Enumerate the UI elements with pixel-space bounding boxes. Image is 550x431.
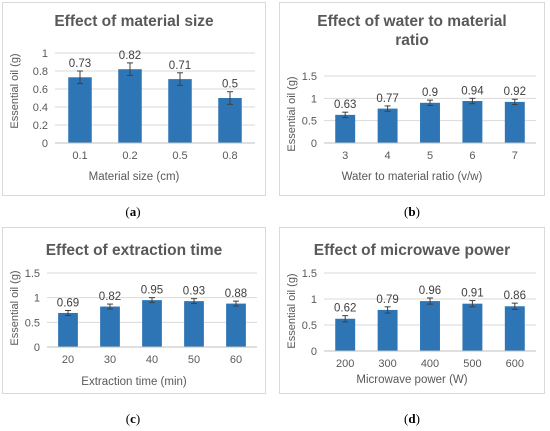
panel-label-c: (c) <box>125 411 141 426</box>
y-tick-label: 1.5 <box>302 71 317 83</box>
y-tick-label: 1 <box>311 294 317 306</box>
chart-plot: 0 0.5 1 1.5 0.69 20 0.82 30 0.95 40 0.93 50 0.88 60 <box>25 268 257 366</box>
bar <box>335 114 356 143</box>
bar <box>184 301 204 347</box>
data-label: 0.93 <box>183 286 205 298</box>
data-label: 0.86 <box>504 290 526 302</box>
chart-panel-b: Effect of water to material ratio Essent… <box>279 2 545 196</box>
data-label: 0.69 <box>57 297 79 309</box>
bar <box>504 101 525 143</box>
y-tick-label: 1 <box>42 48 48 60</box>
x-tick-label: 600 <box>506 358 524 370</box>
y-tick-label: 1.5 <box>25 268 40 280</box>
data-label: 0.82 <box>99 291 121 303</box>
x-axis-label: Extraction time (min) <box>81 376 187 388</box>
y-tick-label: 0.8 <box>33 66 48 78</box>
y-tick-label: 1 <box>311 93 317 105</box>
x-tick-label: 0.1 <box>72 150 87 162</box>
bar <box>142 300 162 347</box>
x-tick-label: 0.8 <box>222 150 237 162</box>
bar <box>58 312 78 347</box>
data-label: 0.92 <box>504 86 526 98</box>
data-label: 0.71 <box>169 60 191 72</box>
chart-title: Effect of material size <box>54 13 214 30</box>
y-tick-label: 0.5 <box>302 320 317 332</box>
chart-panel-d: Effect of microwave power Essential oil … <box>279 227 545 394</box>
y-tick-label: 0.2 <box>33 120 48 132</box>
chart-plot: 0 0.5 1 1.5 0.62 200 0.79 300 0.96 400 0.91 500 0.86… <box>302 268 536 370</box>
y-tick-label: 0 <box>311 138 317 150</box>
data-label: 0.96 <box>419 285 441 297</box>
chart-plot: 0 0.2 0.4 0.6 0.8 1 0.73 0.1 0.82 0.2 0.71 0.5 0.5 0.… <box>33 48 255 162</box>
x-axis-label: Microwave power (W) <box>356 374 468 386</box>
data-label: 0.95 <box>141 285 163 297</box>
x-tick-label: 400 <box>421 358 439 370</box>
data-label: 0.88 <box>225 288 247 300</box>
data-label: 0.62 <box>334 303 356 315</box>
y-tick-label: 0.6 <box>33 84 48 96</box>
x-tick-label: 6 <box>469 150 475 162</box>
data-label: 0.91 <box>461 288 483 300</box>
y-tick-label: 0 <box>42 138 48 150</box>
y-tick-label: 0.4 <box>33 102 48 114</box>
x-tick-label: 60 <box>230 354 242 366</box>
x-tick-label: 500 <box>463 358 481 370</box>
data-label: 0.77 <box>376 93 398 105</box>
chart-title: Effect of water to material ratio <box>317 13 507 49</box>
data-label: 0.9 <box>422 87 438 99</box>
y-tick-label: 0 <box>34 342 40 354</box>
chart-plot: 0 0.5 1 1.5 0.63 3 0.77 4 0.9 5 0.94 6 0.92 7 <box>302 71 536 162</box>
x-tick-label: 40 <box>146 354 158 366</box>
data-label: 0.73 <box>69 58 91 70</box>
x-tick-label: 300 <box>378 358 396 370</box>
chart-title: Effect of microwave power <box>313 242 511 259</box>
bar <box>462 303 483 351</box>
bar <box>335 318 356 351</box>
y-tick-label: 0.5 <box>25 317 40 329</box>
x-tick-label: 200 <box>336 358 354 370</box>
chart-panel-c: Effect of extraction time Essential oil … <box>2 227 266 394</box>
x-tick-label: 30 <box>104 354 116 366</box>
bar <box>420 301 440 351</box>
x-tick-label: 5 <box>427 150 433 162</box>
panel-label-a: (a) <box>125 204 141 219</box>
data-label: 0.63 <box>334 99 356 111</box>
y-tick-label: 0 <box>311 346 317 358</box>
y-tick-label: 0.5 <box>302 116 317 128</box>
x-tick-label: 0.2 <box>122 150 137 162</box>
bar <box>226 303 246 347</box>
data-label: 0.5 <box>222 79 238 91</box>
x-axis-label: Material size (cm) <box>88 171 180 183</box>
x-tick-label: 3 <box>342 150 348 162</box>
x-tick-label: 4 <box>385 150 391 162</box>
data-label: 0.82 <box>119 50 141 62</box>
data-label: 0.94 <box>461 85 484 97</box>
bar <box>168 79 192 143</box>
bar <box>420 102 440 143</box>
bar <box>118 69 142 143</box>
chart-panel-a: Effect of material size Essential oil (g… <box>2 2 266 196</box>
bar <box>504 306 525 351</box>
y-tick-label: 1.5 <box>302 268 317 280</box>
bar <box>462 101 483 143</box>
x-tick-label: 0.5 <box>172 150 187 162</box>
panel-label-b: (b) <box>404 204 420 219</box>
bar <box>68 77 92 143</box>
y-tick-label: 1 <box>34 293 40 305</box>
bar <box>218 98 242 143</box>
x-tick-label: 50 <box>188 354 200 366</box>
bar <box>100 306 120 347</box>
bar <box>377 309 398 351</box>
x-axis-label: Water to material ratio (v/w) <box>341 171 483 183</box>
x-tick-label: 7 <box>512 150 518 162</box>
x-tick-label: 20 <box>62 354 74 366</box>
panel-label-d: (d) <box>404 411 420 426</box>
bar <box>377 108 398 143</box>
data-label: 0.79 <box>376 294 398 306</box>
chart-title: Effect of extraction time <box>45 242 223 259</box>
